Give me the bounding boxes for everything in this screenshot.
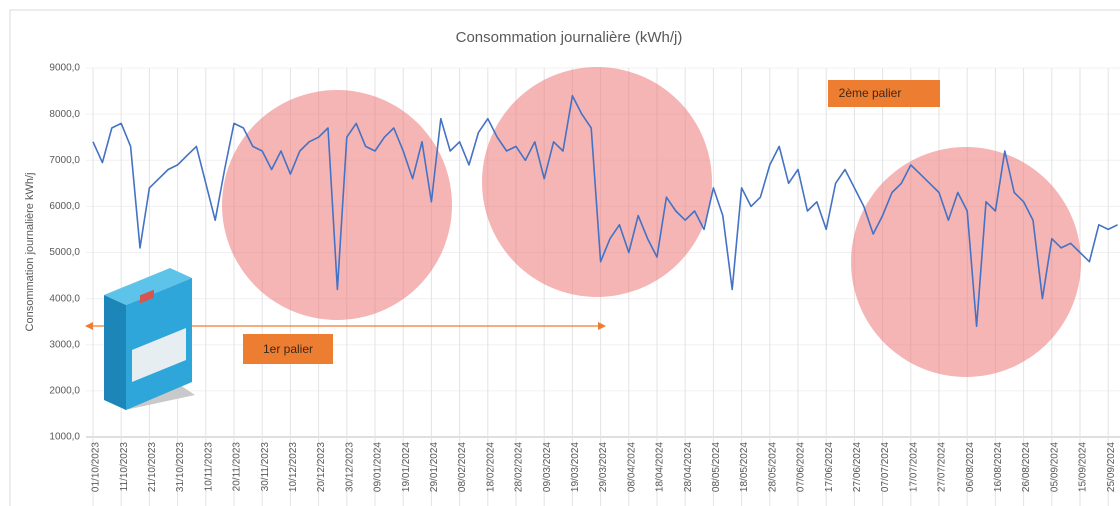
x-tick-label: 28/04/2024: [683, 442, 694, 492]
x-tick-label: 10/11/2023: [203, 442, 214, 492]
x-tick-label: 20/12/2023: [316, 442, 327, 492]
y-tick-label: 6000,0: [49, 201, 80, 212]
x-tick-label: 29/01/2024: [429, 442, 440, 492]
x-tick-label: 05/09/2024: [1049, 442, 1060, 492]
arrow-head: [85, 322, 93, 330]
annotation: 1er palier: [263, 342, 313, 356]
x-tick-label: 30/12/2023: [344, 442, 355, 492]
x-tick-label: 17/06/2024: [824, 442, 835, 492]
y-tick-label: 5000,0: [49, 247, 80, 258]
x-tick-label: 01/10/2023: [91, 442, 102, 492]
y-axis-title: Consommation journalière kWh/j: [24, 173, 36, 332]
highlight-circle: [482, 67, 712, 297]
x-tick-label: 19/03/2024: [570, 442, 581, 492]
x-tick-label: 18/02/2024: [485, 442, 496, 492]
x-tick-label: 08/05/2024: [711, 442, 722, 492]
highlight-circles: [222, 67, 1081, 377]
x-tick-label: 11/10/2023: [119, 442, 130, 492]
meter-side: [104, 295, 126, 410]
x-tick-label: 08/02/2024: [457, 442, 468, 492]
highlight-circle: [851, 147, 1081, 377]
x-tick-label: 07/06/2024: [796, 442, 807, 492]
meter-led: [140, 289, 154, 304]
x-tick-label: 17/07/2024: [908, 442, 919, 492]
x-tick-label: 21/10/2023: [147, 442, 158, 492]
meter-panel: [132, 328, 186, 382]
highlight-circle: [222, 90, 452, 320]
x-tick-label: 15/09/2024: [1078, 442, 1089, 492]
x-tick-label: 27/06/2024: [852, 442, 863, 492]
y-tick-label: 8000,0: [49, 109, 80, 120]
annotation: 2ème palier: [839, 86, 902, 100]
x-tick-label: 28/05/2024: [767, 442, 778, 492]
plot: [92, 94, 1118, 328]
x-tick-label: 16/08/2024: [993, 442, 1004, 492]
x-tick-label: 07/07/2024: [880, 442, 891, 492]
x-tick-label: 18/05/2024: [739, 442, 750, 492]
x-tick-label: 20/11/2023: [232, 442, 243, 492]
x-tick-label: 27/07/2024: [937, 442, 948, 492]
x-tick-label: 28/02/2024: [514, 442, 525, 492]
x-tick-label: 19/01/2024: [401, 442, 412, 492]
arrow-head: [598, 322, 606, 330]
chart-title: Consommation journalière (kWh/j): [456, 29, 683, 46]
x-tick-label: 08/04/2024: [626, 442, 637, 492]
x-tick-label: 06/08/2024: [965, 442, 976, 492]
x-tick-label: 10/12/2023: [288, 442, 299, 492]
y-tick-label: 4000,0: [49, 293, 80, 304]
x-tick-label: 09/01/2024: [373, 442, 384, 492]
y-tick-label: 1000,0: [49, 432, 80, 443]
x-tick-label: 18/04/2024: [655, 442, 666, 492]
x-tick-label: 26/08/2024: [1021, 442, 1032, 492]
annotation-box: [243, 334, 333, 364]
x-tick-label: 25/09/2024: [1106, 442, 1117, 492]
annotation-box: [828, 80, 940, 107]
y-tick-label: 9000,0: [49, 63, 80, 74]
y-tick-label: 2000,0: [49, 386, 80, 397]
meter-icon: [104, 268, 195, 410]
data-line: [92, 94, 1118, 328]
meter-top: [104, 268, 192, 305]
x-tick-label: 31/10/2023: [175, 442, 186, 492]
x-tick-label: 09/03/2024: [542, 442, 553, 492]
x-tick-label: 29/03/2024: [598, 442, 609, 492]
x-tick-label: 30/11/2023: [260, 442, 271, 492]
y-tick-label: 3000,0: [49, 339, 80, 350]
y-tick-label: 7000,0: [49, 155, 80, 166]
